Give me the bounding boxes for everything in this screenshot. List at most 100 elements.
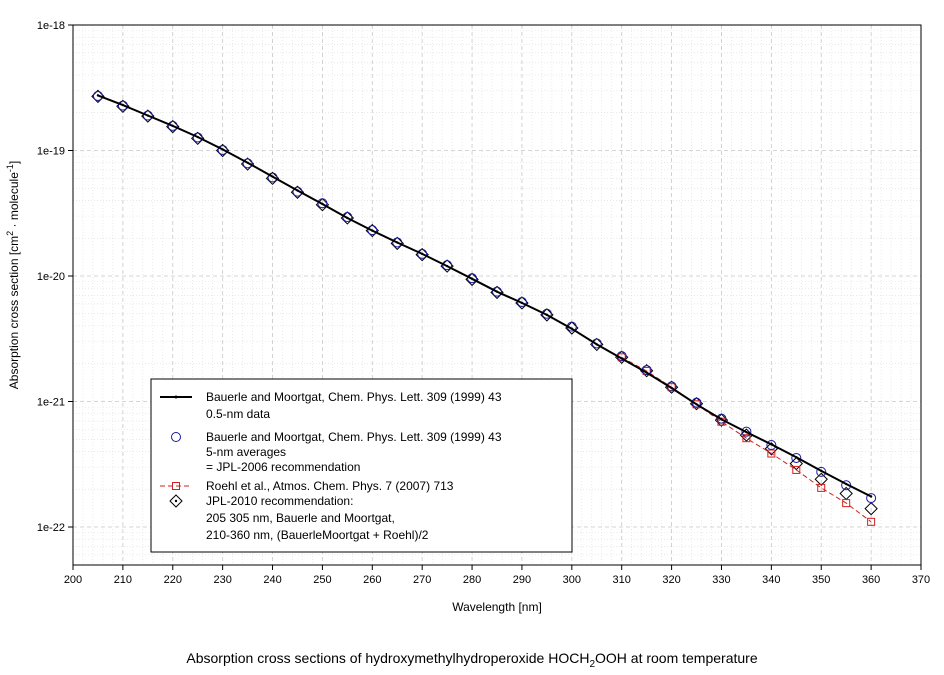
- x-tick-label: 300: [563, 574, 581, 586]
- series-bm-05nm-point: [371, 229, 374, 232]
- series-layer: [91, 89, 878, 526]
- series-bm-05nm-point: [420, 252, 424, 256]
- series-bm-5nm-point: [392, 237, 403, 248]
- y-axis-label: Absorption cross section [cm2 · molecule…: [5, 161, 21, 389]
- chart: 200 210 220 230 240 250 260 270 280 290 300 310 320 3…: [5, 20, 930, 614]
- x-tick-label: 270: [413, 574, 431, 586]
- y-axis-label-mid: · molecule: [7, 172, 21, 231]
- series-jpl2010-point: [864, 501, 878, 516]
- x-tick-label: 260: [363, 574, 381, 586]
- series-bm-05nm-point: [745, 430, 748, 434]
- legend-s4-line3: 210-360 nm, (BauerleMoortgat + Roehl)/2: [206, 528, 429, 542]
- x-tick-label: 280: [463, 574, 481, 586]
- series-bm-05nm-point: [520, 301, 524, 305]
- series-bm-05nm-point: [670, 386, 673, 390]
- series-bm-5nm-point: [691, 397, 702, 408]
- series-bm-05nm-point: [795, 455, 798, 459]
- x-tick-label: 240: [263, 574, 281, 586]
- series-bm-5nm-point: [791, 452, 802, 463]
- y-axis-label-main: Absorption cross section [cm: [7, 236, 21, 389]
- caption-sub: 2: [589, 658, 595, 670]
- series-bm-5nm-point: [292, 186, 303, 197]
- series-bm-05nm-point: [196, 135, 199, 139]
- series-bm-05nm-point: [495, 290, 499, 293]
- series-bm-05nm-point: [296, 189, 299, 192]
- axis-ticks: 200 210 220 230 240 250 260 270 280 290 300 310 320 3…: [37, 20, 930, 586]
- series-roehl-point: [817, 483, 826, 492]
- series-bm-05nm-point: [570, 327, 574, 330]
- series-bm-5nm-point: [92, 90, 103, 101]
- series-bm-05nm-point: [820, 469, 823, 473]
- y-tick-label: 1e-18: [37, 20, 65, 32]
- series-roehl-point: [842, 499, 851, 508]
- x-axis-label: Wavelength [nm]: [452, 600, 542, 614]
- series-bm-05nm-point: [770, 443, 773, 446]
- series-bm-05nm-point: [595, 343, 598, 346]
- y-tick-label: 1e-19: [37, 146, 65, 158]
- series-bm-05nm-point: [346, 216, 349, 220]
- series-jpl2010-point: [814, 472, 828, 486]
- caption-post: OOH at room temperature: [595, 650, 758, 666]
- series-bm-05nm-point: [645, 371, 648, 374]
- x-tick-label: 220: [164, 574, 182, 586]
- series-bm-5nm-point: [167, 120, 178, 131]
- series-roehl-point: [792, 465, 801, 474]
- x-tick-label: 200: [64, 574, 82, 586]
- legend-s2-line1: Bauerle and Moortgat, Chem. Phys. Lett. …: [206, 430, 502, 444]
- series-bm-5nm-point: [142, 110, 153, 121]
- caption-pre: Absorption cross sections of hydroxymeth…: [186, 650, 590, 666]
- x-tick-label: 250: [313, 574, 331, 586]
- series-bm-05nm-point: [470, 277, 474, 280]
- series-bm-05nm-point: [221, 148, 224, 151]
- series-bm-5nm-point: [242, 158, 253, 169]
- legend-s3-line1: Roehl et al., Atmos. Chem. Phys. 7 (2007…: [206, 479, 454, 493]
- series-bm-5nm-point: [192, 132, 203, 143]
- legend: Bauerle and Moortgat, Chem. Phys. Lett. …: [150, 378, 573, 553]
- series-bm-05nm-point: [246, 161, 249, 164]
- legend-s1-line1: Bauerle and Moortgat, Chem. Phys. Lett. …: [206, 390, 502, 404]
- legend-swatches: [160, 395, 192, 508]
- x-tick-label: 290: [513, 574, 531, 586]
- series-bm-5nm-point: [516, 297, 527, 308]
- legend-s4-line1: JPL-2010 recommendation:: [206, 494, 353, 508]
- x-tick-label: 370: [912, 574, 930, 586]
- series-bm-05nm-point: [396, 241, 399, 244]
- legend-s2-swatch: [171, 432, 181, 442]
- series-bm-05nm-point: [121, 103, 125, 107]
- series-bm-05nm-point: [96, 94, 100, 97]
- series-bm-5nm-point: [342, 212, 353, 223]
- y-axis-label-sup2: -1: [5, 164, 15, 172]
- legend-s1-swatch-dot: [174, 395, 178, 399]
- series-bm-5nm-point: [267, 172, 278, 183]
- legend-s2-line3: = JPL-2006 recommendation: [206, 460, 360, 474]
- x-tick-label: 320: [662, 574, 680, 586]
- series-bm-05nm-point: [695, 403, 698, 406]
- series-bm-05nm-point: [720, 418, 723, 421]
- x-tick-label: 210: [114, 574, 132, 586]
- series-roehl-point: [692, 400, 701, 409]
- series-bm-5nm-point: [816, 466, 827, 477]
- legend-box: [150, 378, 573, 553]
- series-bm-5nm-point: [766, 440, 777, 451]
- series-bm-5nm-point: [442, 260, 453, 271]
- x-tick-label: 310: [613, 574, 631, 586]
- series-bm-5nm-point: [492, 286, 502, 297]
- plot-frame: [72, 24, 922, 566]
- series-bm-05nm-point: [271, 175, 274, 178]
- series-jpl2010-point: [789, 456, 804, 471]
- series-roehl-point: [742, 434, 751, 443]
- series-bm-05nm-point: [445, 264, 449, 268]
- series-bm-5nm-point: [467, 273, 478, 284]
- series-bm-5nm-point: [417, 248, 428, 259]
- series-bm-05nm-point: [620, 357, 623, 360]
- x-tick-label: 330: [712, 574, 730, 586]
- series-bm-5nm-point: [716, 413, 727, 424]
- legend-s4-swatch: [169, 494, 183, 508]
- legend-s4-line2: 205 305 nm, Bauerle and Moortgat,: [206, 511, 395, 525]
- series-bm-5nm-point: [741, 426, 752, 437]
- series-bm-5nm-point: [866, 493, 877, 504]
- series-roehl-line: [621, 356, 872, 523]
- series-bm-05nm-point: [545, 313, 549, 317]
- series-bm-05nm-point: [844, 482, 848, 486]
- y-axis-label-sup1: 2: [5, 231, 15, 236]
